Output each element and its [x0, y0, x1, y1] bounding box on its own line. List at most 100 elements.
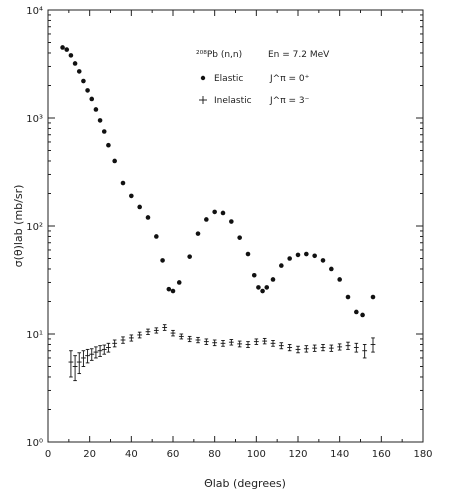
inelastic-point	[203, 338, 209, 345]
inelastic-point	[72, 355, 78, 382]
inelastic-point	[370, 337, 376, 353]
elastic-point	[97, 118, 103, 123]
elastic-point	[345, 294, 351, 300]
x-axis-title: Θlab (degrees)	[204, 477, 286, 490]
elastic-point	[145, 215, 151, 220]
inelastic-point	[120, 336, 126, 344]
elastic-point	[360, 312, 365, 318]
elastic-point	[312, 253, 317, 259]
inelastic-point	[195, 336, 201, 344]
inelastic-point	[89, 348, 95, 361]
y-tick-label: 10³	[26, 114, 43, 125]
inelastic-point	[320, 344, 326, 352]
elastic-point	[68, 53, 74, 58]
elastic-point	[237, 235, 242, 240]
elastic-point	[204, 217, 209, 222]
elastic-point	[270, 277, 276, 282]
elastic-point	[304, 251, 309, 257]
elastic-point	[287, 256, 292, 261]
inelastic-point	[162, 324, 168, 331]
elastic-point	[187, 254, 192, 259]
elastic-point	[137, 204, 142, 210]
elastic-point	[329, 266, 334, 272]
x-tick-label: 80	[208, 449, 221, 460]
y-tick-label: 10²	[26, 222, 43, 233]
elastic-point	[76, 69, 82, 74]
inelastic-point	[101, 344, 107, 355]
y-ticks: 10⁰ 10¹ 10² 10³ 10⁴	[26, 6, 423, 449]
elastic-point	[260, 288, 265, 294]
elastic-point	[129, 193, 134, 199]
x-tick-label: 100	[247, 449, 266, 460]
elastic-point	[154, 234, 159, 239]
elastic-point	[245, 251, 251, 257]
legend-label-inelastic: Inelastic	[214, 96, 252, 106]
elastic-point	[229, 219, 234, 224]
legend-marker-inelastic	[199, 96, 207, 104]
elastic-point	[101, 129, 107, 134]
inelastic-point	[153, 327, 159, 334]
y-tick-label: 10⁰	[26, 438, 43, 449]
inelastic-point	[220, 340, 226, 347]
inelastic-point	[245, 341, 251, 348]
elastic-point	[93, 107, 99, 112]
legend-reaction: ²⁰⁸Pb (n,n)	[196, 50, 242, 60]
elastic-point	[320, 258, 326, 263]
legend-label-elastic: Elastic	[214, 74, 243, 84]
inelastic-point	[212, 339, 218, 347]
legend-marker-elastic	[200, 75, 206, 81]
y-tick-label: 10¹	[26, 330, 43, 341]
x-tick-label: 180	[413, 449, 432, 460]
inelastic-point	[106, 342, 111, 353]
elastic-point	[120, 180, 126, 186]
inelastic-point	[237, 340, 243, 348]
legend-energy: En = 7.2 MeV	[268, 50, 330, 60]
inelastic-point	[253, 338, 259, 345]
elastic-point	[195, 231, 201, 236]
inelastic-point	[85, 348, 90, 364]
inelastic-point	[362, 344, 368, 359]
y-axis-title: σ(θ)lab (mb/sr)	[12, 185, 25, 268]
series-inelastic	[68, 324, 376, 382]
inelastic-point	[68, 350, 74, 378]
x-tick-label: 40	[125, 449, 138, 460]
inelastic-point	[228, 339, 234, 346]
legend-spin-inelastic: J^π = 3⁻	[269, 96, 310, 106]
inelastic-point	[97, 345, 103, 357]
elastic-point	[354, 309, 359, 315]
elastic-point	[220, 210, 226, 216]
inelastic-point	[295, 345, 301, 354]
inelastic-point	[262, 337, 268, 345]
inelastic-point	[170, 329, 176, 337]
legend: ²⁰⁸Pb (n,n) En = 7.2 MeV Elastic J^π = 0…	[196, 50, 330, 106]
x-tick-label: 20	[83, 449, 96, 460]
series-elastic	[60, 45, 376, 318]
inelastic-point	[328, 344, 334, 352]
inelastic-point	[345, 341, 351, 350]
inelastic-point	[303, 345, 309, 353]
inelastic-point	[287, 344, 293, 352]
inelastic-point	[81, 350, 86, 367]
x-ticks: 0 20 40 60 80 100 120 140 160 180	[45, 10, 433, 460]
elastic-point	[170, 288, 176, 294]
inelastic-point	[112, 339, 118, 348]
elastic-point	[160, 258, 165, 263]
x-tick-label: 160	[372, 449, 391, 460]
x-tick-label: 0	[45, 449, 51, 460]
elastic-point	[264, 285, 270, 290]
x-tick-label: 120	[288, 449, 307, 460]
elastic-point	[72, 61, 78, 66]
elastic-point	[112, 158, 117, 164]
inelastic-point	[93, 346, 99, 359]
elastic-point	[166, 286, 172, 292]
inelastic-point	[178, 333, 184, 340]
elastic-point	[295, 252, 301, 258]
inelastic-point	[312, 344, 318, 352]
elastic-point	[279, 263, 284, 268]
elastic-point	[256, 285, 261, 290]
inelastic-point	[128, 334, 134, 342]
inelastic-point	[137, 331, 143, 339]
inelastic-point	[353, 342, 359, 353]
legend-spin-elastic: J^π = 0⁺	[269, 74, 310, 84]
